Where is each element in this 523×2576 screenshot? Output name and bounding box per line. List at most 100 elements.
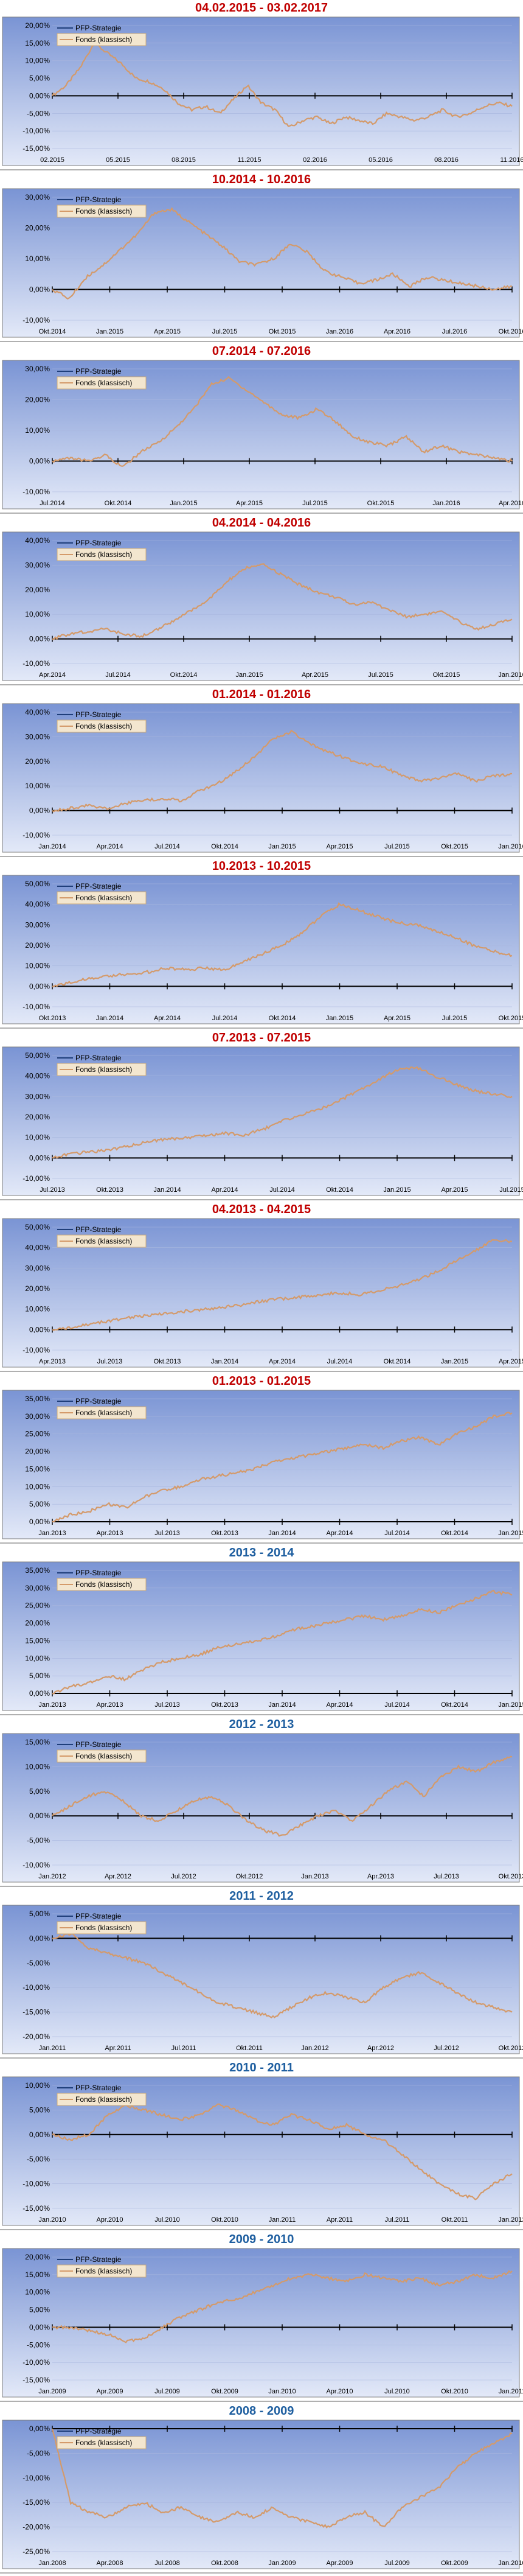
x-tick-label: Jul.2015 — [302, 500, 328, 507]
panel-divider — [0, 2057, 523, 2059]
x-tick-label: Jan.2012 — [301, 2045, 328, 2052]
legend-label-fund: Fonds (klassisch) — [75, 1923, 132, 1932]
y-tick-label: 30,00% — [25, 561, 50, 569]
legend-label-strategy: PFP-Strategie — [75, 2427, 122, 2435]
y-tick-label: 5,00% — [29, 1787, 50, 1796]
y-tick-label: 20,00% — [25, 1619, 50, 1628]
x-tick-label: Jul.2011 — [385, 2216, 410, 2224]
legend-label-strategy: PFP-Strategie — [75, 1740, 122, 1749]
x-tick-label: Apr.2013 — [96, 1701, 123, 1709]
x-tick-label: Jul.2013 — [154, 1530, 180, 1537]
x-tick-label: Okt.2013 — [39, 1015, 66, 1022]
y-tick-label: 0,00% — [29, 635, 50, 643]
legend: PFP-Strategie Fonds (klassisch) — [57, 1054, 147, 1076]
x-tick-label: Jan.2009 — [268, 2560, 296, 2567]
legend-box-fund — [57, 1921, 147, 1934]
x-tick-label: Jan.2012 — [498, 2216, 523, 2224]
x-tick-label: Jan.2010 — [268, 2388, 296, 2395]
series-line-fund — [52, 2103, 513, 2200]
panel-divider — [0, 1371, 523, 1372]
legend-label-fund: Fonds (klassisch) — [75, 1065, 132, 1074]
legend-label-strategy: PFP-Strategie — [75, 1054, 122, 1062]
x-tick-label: Jul.2014 — [269, 1186, 295, 1194]
x-tick-label: Jul.2014 — [327, 1358, 353, 1365]
y-tick-label: 5,00% — [29, 1671, 50, 1680]
x-tick-label: Jan.2016 — [326, 328, 353, 335]
line-chart: 20,00% 15,00% 10,00% 5,00% 0,00% -5,00% -10,00… — [2, 16, 523, 166]
panel-divider — [0, 513, 523, 514]
y-tick-label: 15,00% — [25, 1636, 50, 1645]
legend: PFP-Strategie Fonds (klassisch) — [57, 1912, 147, 1934]
chart-panel: 10.2014 - 10.2016 30,00% 20,00% 10,00% 0,00%… — [0, 172, 523, 343]
x-tick-label: Jan.2011 — [39, 2045, 66, 2052]
x-tick-label: Okt.2011 — [442, 2216, 468, 2224]
y-tick-label: 30,00% — [25, 920, 50, 929]
x-tick-label: Jan.2013 — [38, 1530, 66, 1537]
legend: PFP-Strategie Fonds (klassisch) — [57, 882, 147, 905]
y-tick-label: 10,00% — [25, 2081, 50, 2090]
x-tick-label: Jan.2015 — [235, 671, 263, 679]
series-line-fund — [51, 2428, 513, 2529]
x-tick-label: Okt.2009 — [211, 2388, 238, 2395]
y-tick-label: -10,00% — [23, 659, 50, 668]
x-tick-label: Jul.2009 — [384, 2560, 410, 2567]
y-tick-label: -5,00% — [27, 1959, 50, 1967]
chart-panel: 2011 - 2012 5,00% 0,00% -5,00% -10,00% -15,00… — [0, 1888, 523, 2060]
x-tick-label: Apr.2015 — [499, 1358, 523, 1365]
y-tick-label: -10,00% — [23, 1174, 50, 1183]
x-tick-label: Jul.2012 — [434, 2045, 459, 2052]
y-tick-label: 20,00% — [25, 941, 50, 950]
y-tick-label: -15,00% — [23, 2498, 50, 2507]
x-tick-label: Apr.2009 — [326, 2560, 353, 2567]
x-tick-label: Jul.2014 — [384, 1701, 410, 1709]
x-tick-label: 08.2016 — [434, 156, 459, 164]
x-tick-label: Jul.2010 — [384, 2388, 410, 2395]
x-tick-label: Jul.2014 — [105, 671, 131, 679]
y-tick-label: 50,00% — [25, 1051, 50, 1060]
chart-title: 2010 - 2011 — [229, 2061, 294, 2074]
x-tick-label: Apr.2016 — [499, 500, 523, 507]
x-tick-label: Apr.2014 — [96, 843, 123, 850]
x-tick-label: Jul.2014 — [212, 1015, 238, 1022]
y-tick-label: 0,00% — [29, 1934, 50, 1942]
y-tick-label: -5,00% — [27, 2155, 50, 2163]
x-tick-label: Apr.2015 — [384, 1015, 410, 1022]
legend: PFP-Strategie Fonds (klassisch) — [57, 2427, 147, 2449]
y-tick-label: 10,00% — [25, 1133, 50, 1142]
chart-title: 04.02.2015 - 03.02.2017 — [195, 1, 328, 15]
legend-label-fund: Fonds (klassisch) — [75, 2438, 132, 2447]
line-chart: 30,00% 20,00% 10,00% 0,00% -10,00% Okt.2014 Ja… — [2, 188, 523, 338]
y-tick-label: 30,00% — [25, 365, 50, 373]
legend-label-strategy: PFP-Strategie — [75, 1569, 122, 1577]
y-tick-label: 10,00% — [25, 782, 50, 790]
x-tick-label: Jul.2015 — [368, 671, 393, 679]
y-tick-label: 40,00% — [25, 1244, 50, 1252]
legend: PFP-Strategie Fonds (klassisch) — [57, 1397, 147, 1419]
legend-label-strategy: PFP-Strategie — [75, 1225, 122, 1234]
x-tick-label: Apr.2015 — [326, 843, 353, 850]
y-tick-label: 20,00% — [25, 1284, 50, 1293]
x-tick-label: Okt.2014 — [326, 1186, 353, 1194]
x-tick-label: 11.2016 — [500, 156, 523, 164]
x-tick-label: Okt.2014 — [269, 1015, 296, 1022]
x-tick-label: Apr.2012 — [367, 2045, 394, 2052]
chart-panel: 04.02.2015 - 03.02.2017 20,00% 15,00% 10,00… — [0, 0, 523, 172]
y-tick-label: 0,00% — [29, 1517, 50, 1526]
x-tick-label: Okt.2013 — [499, 1873, 523, 1880]
chart-title: 01.2013 - 01.2015 — [212, 1374, 311, 1388]
x-tick-label: Okt.2014 — [384, 1358, 411, 1365]
legend-label-fund: Fonds (klassisch) — [75, 722, 132, 730]
chart-panel: 10.2013 - 10.2015 50,00% 40,00% 30,00% 20,00… — [0, 858, 523, 1030]
x-tick-label: Okt.2010 — [211, 2216, 238, 2224]
x-tick-label: Okt.2014 — [211, 843, 238, 850]
x-tick-label: Jan.2013 — [38, 1701, 66, 1709]
y-tick-label: 20,00% — [25, 1447, 50, 1456]
y-tick-label: 10,00% — [25, 1654, 50, 1662]
y-tick-label: 0,00% — [29, 1325, 50, 1334]
series-line-fund — [52, 2270, 513, 2343]
x-tick-label: Okt.2015 — [367, 500, 395, 507]
panel-divider — [0, 1542, 523, 1544]
legend: PFP-Strategie Fonds (klassisch) — [57, 24, 147, 46]
chart-panel: 2013 - 2014 35,00% 30,00% 25,00% 20,00% 15,00… — [0, 1545, 523, 1717]
legend-box-fund — [57, 1063, 147, 1076]
